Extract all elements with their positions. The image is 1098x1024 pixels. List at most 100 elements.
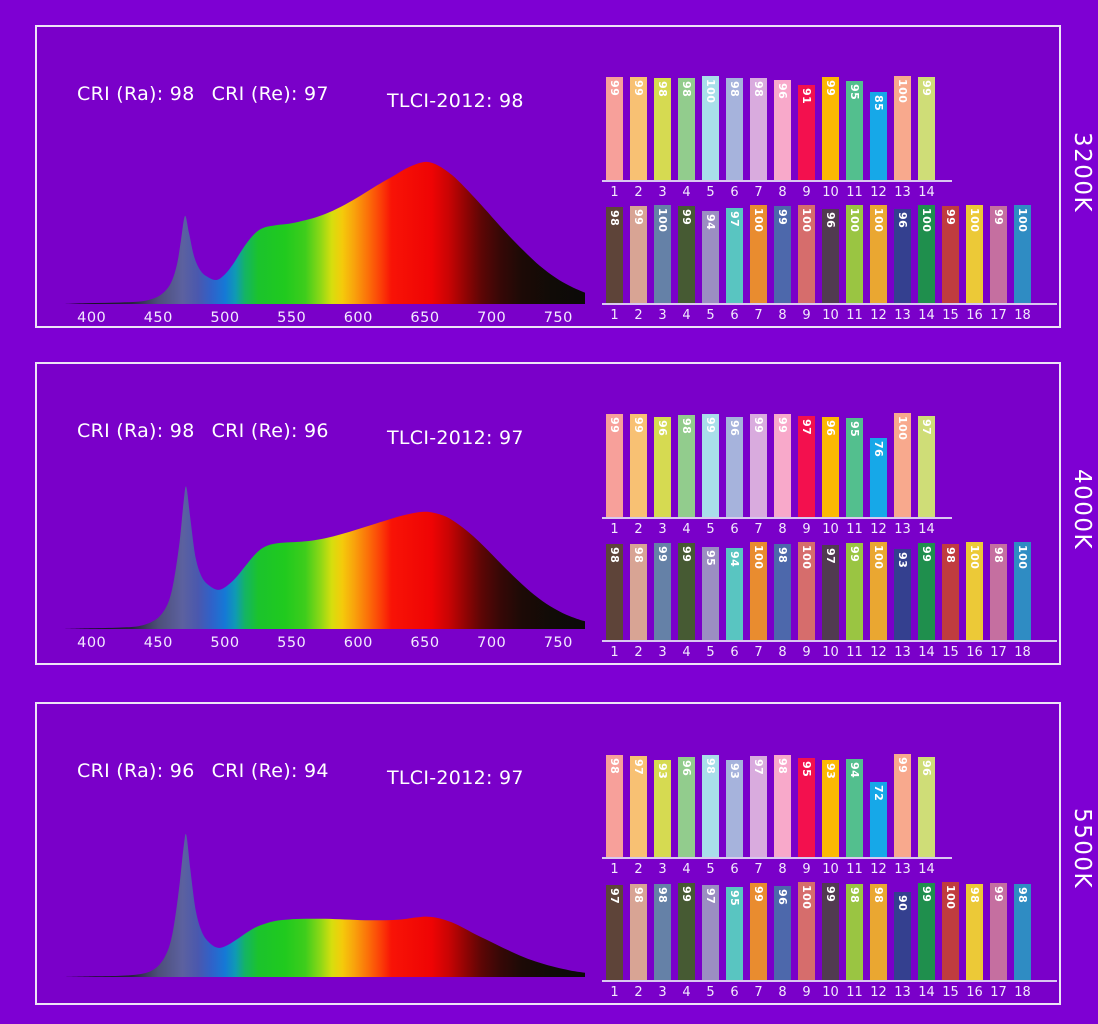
x-axis-line [602, 180, 952, 182]
bar-category-label: 11 [846, 862, 863, 877]
bar-category-label: 13 [894, 522, 911, 537]
bar-category-label: 10 [822, 185, 839, 200]
bar-category-label: 12 [870, 308, 887, 323]
x-axis-tick-label: 700 [477, 635, 506, 651]
bar: 99 [606, 414, 623, 517]
bar: 100 [798, 205, 815, 303]
bar: 99 [702, 414, 719, 517]
bar-category-label: 11 [846, 308, 863, 323]
bar-value-label: 96 [896, 211, 909, 229]
spectrum-svg: 400 450 500 550 600 650 700 750 [65, 486, 585, 651]
bar-category-label: 1 [610, 862, 619, 877]
bar: 98 [678, 415, 695, 517]
cri-sample-bar-chart-18: 98 98 99 99 95 94 100 98 100 97 99 100 93 99 98 100 98 10… [602, 542, 1057, 660]
bar-category-label: 2 [634, 308, 643, 323]
bar: 99 [918, 883, 935, 980]
bar: 93 [822, 760, 839, 857]
panel-5500k: CRI (Ra): 96 CRI (Re): 94 TLCI-2012: 97 … [35, 702, 1061, 1005]
bar: 95 [846, 418, 863, 517]
bar-category-label: 6 [730, 985, 739, 1000]
bar-value-label: 97 [824, 547, 837, 565]
bar: 76 [870, 438, 887, 517]
bar-category-label: 3 [658, 522, 667, 537]
bar: 99 [918, 543, 935, 640]
bar: 98 [606, 755, 623, 857]
bar-value-label: 90 [896, 894, 909, 912]
bar-category-label: 13 [894, 985, 911, 1000]
bar-category-label: 10 [822, 985, 839, 1000]
bar-value-label: 98 [728, 81, 741, 98]
bar-category-label: 13 [894, 645, 911, 660]
bar: 93 [654, 760, 671, 857]
bar-category-label: 3 [658, 185, 667, 200]
bar-value-label: 98 [776, 758, 789, 775]
x-axis-tick-label: 450 [144, 635, 173, 651]
bar-value-label: 99 [680, 546, 693, 563]
bar-value-label: 94 [728, 550, 741, 568]
bar-value-label: 97 [800, 419, 813, 436]
bar-category-label: 8 [778, 522, 787, 537]
bar-category-label: 5 [706, 645, 715, 660]
bar-category-label: 5 [706, 522, 715, 537]
bar: 99 [990, 206, 1007, 303]
bar: 99 [678, 206, 695, 303]
bar-value-label: 99 [752, 417, 765, 434]
color-temperature-label: 3200K [1069, 132, 1095, 214]
bar-value-label: 98 [632, 547, 645, 564]
bar-value-label: 99 [920, 80, 933, 97]
bar-value-label: 97 [632, 759, 645, 776]
bar-value-label: 96 [920, 760, 933, 777]
bar: 98 [702, 755, 719, 857]
bar-value-label: 99 [680, 209, 693, 226]
bar: 99 [990, 883, 1007, 980]
bar-category-label: 3 [658, 862, 667, 877]
bar-value-label: 85 [872, 94, 885, 111]
bar: 98 [990, 544, 1007, 640]
bar: 99 [630, 414, 647, 517]
bar-value-label: 95 [848, 84, 861, 101]
bar-value-label: 97 [608, 887, 621, 905]
cri-ra-value: CRI (Ra): 98 [77, 420, 195, 442]
bar-value-label: 95 [728, 889, 741, 907]
bar-category-label: 7 [754, 985, 763, 1000]
bar-value-label: 99 [896, 757, 909, 774]
bar-value-label: 93 [824, 763, 837, 780]
bar-category-label: 3 [658, 985, 667, 1000]
bar-category-label: 5 [706, 308, 715, 323]
bar-value-label: 100 [800, 545, 813, 570]
bar-value-label: 96 [776, 83, 789, 100]
bar-value-label: 100 [704, 79, 717, 104]
x-axis-tick-label: 550 [277, 635, 306, 651]
bar-category-label: 7 [754, 645, 763, 660]
bar-category-label: 6 [730, 308, 739, 323]
bar-category-label: 12 [870, 645, 887, 660]
category-labels-row: 1 2 3 4 5 6 7 8 9 10 11 12 13 14 [602, 522, 952, 537]
bar-category-label: 5 [706, 862, 715, 877]
bar-value-label: 99 [776, 417, 789, 434]
bar-value-label: 93 [896, 551, 909, 569]
bar-value-label: 99 [920, 886, 933, 903]
bar-category-label: 18 [1014, 645, 1031, 660]
x-axis-tick-label: 650 [410, 635, 439, 651]
tlci-value: TLCI-2012: 97 [387, 767, 524, 789]
bar-category-label: 17 [990, 645, 1007, 660]
bar: 97 [918, 416, 935, 517]
bar: 98 [870, 884, 887, 980]
bar-category-label: 10 [822, 308, 839, 323]
bar-category-label: 18 [1014, 985, 1031, 1000]
bar-value-label: 91 [800, 88, 813, 105]
x-axis-tick-label: 500 [210, 635, 239, 651]
bar: 96 [822, 417, 839, 517]
category-labels-row: 1 2 3 4 5 6 7 8 9 10 11 12 13 14 [602, 862, 952, 877]
bar-value-label: 99 [656, 546, 669, 563]
x-axis-line [602, 980, 1057, 982]
bar-value-label: 95 [704, 549, 717, 567]
bar-value-label: 96 [824, 211, 837, 229]
bar-category-label: 14 [918, 645, 935, 660]
bar-value-label: 100 [1016, 208, 1029, 233]
bar-value-label: 76 [872, 441, 885, 458]
bar: 72 [870, 782, 887, 857]
bar-value-label: 99 [992, 209, 1005, 226]
bars-row: 98 97 93 96 98 93 97 98 95 93 94 72 99 96 [602, 753, 952, 857]
bar-value-label: 95 [800, 761, 813, 778]
